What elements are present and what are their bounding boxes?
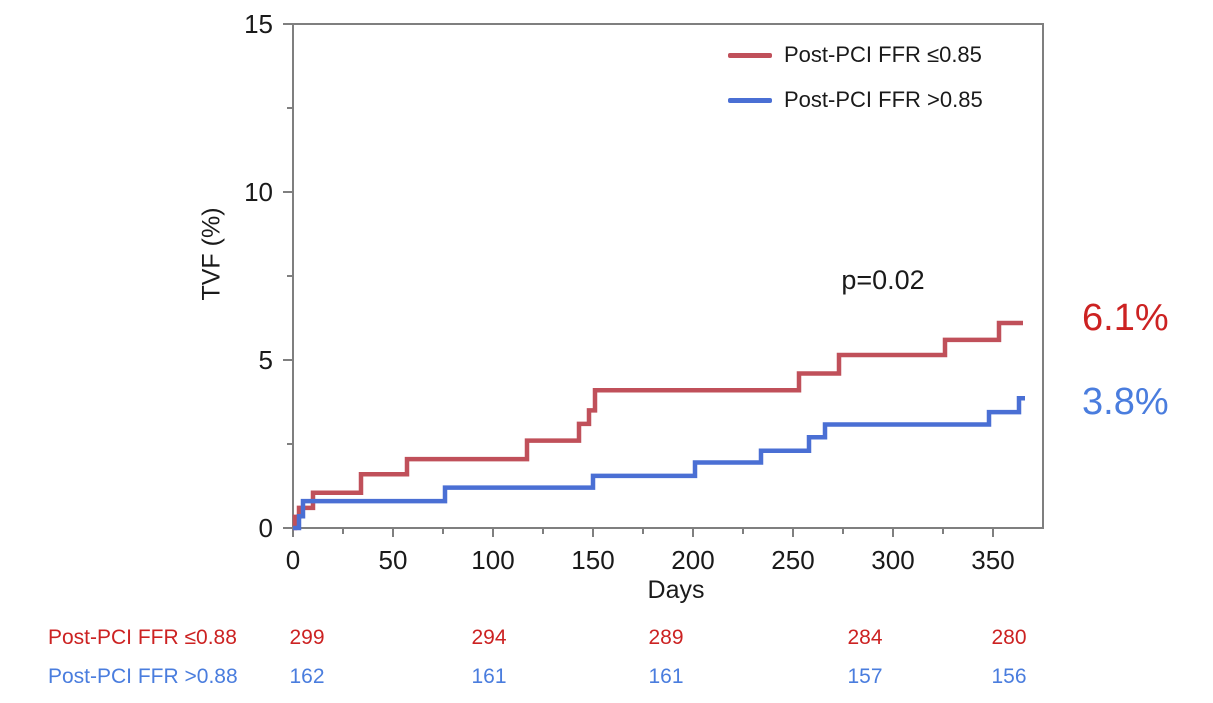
x-tick-label: 50 [379, 545, 408, 575]
risk-count: 289 [648, 626, 684, 649]
risk-count: 156 [991, 665, 1027, 688]
risk-count: 162 [289, 665, 325, 688]
y-tick-label: 0 [259, 513, 273, 543]
curve-ffr-le-085 [292, 320, 1023, 531]
y-tick-label: 10 [244, 177, 273, 207]
curve-ffr-gt-085 [293, 396, 1025, 531]
risk-count: 284 [847, 626, 883, 649]
x-tick-label: 350 [971, 545, 1014, 575]
red-line-swatch [728, 52, 772, 58]
y-axis-title: TVF (%) [197, 207, 226, 301]
p-value-annotation: p=0.02 [841, 265, 925, 295]
risk-row-label-red: Post-PCI FFR ≤0.88 [48, 626, 237, 649]
x-tick-label: 0 [286, 545, 300, 575]
risk-count: 294 [471, 626, 507, 649]
x-tick-label: 250 [771, 545, 814, 575]
x-tick-label: 100 [471, 545, 514, 575]
legend-label-red: Post-PCI FFR ≤0.85 [784, 42, 982, 67]
x-tick-label: 300 [871, 545, 914, 575]
end-label-blue: 3.8% [1082, 381, 1169, 423]
risk-count: 161 [648, 665, 684, 688]
end-label-red: 6.1% [1082, 297, 1169, 339]
x-tick-label: 150 [571, 545, 614, 575]
y-tick-label: 15 [244, 9, 273, 39]
risk-row-label-blue: Post-PCI FFR >0.88 [48, 665, 238, 688]
legend-label-blue: Post-PCI FFR >0.85 [784, 87, 983, 112]
x-tick-label: 200 [671, 545, 714, 575]
y-tick-label: 5 [259, 345, 273, 375]
risk-count: 157 [847, 665, 883, 688]
blue-line-swatch [728, 97, 772, 103]
legend-entry-blue: Post-PCI FFR >0.85 [728, 87, 983, 113]
legend-entry-red: Post-PCI FFR ≤0.85 [728, 42, 982, 68]
risk-count: 280 [991, 626, 1027, 649]
risk-count: 299 [289, 626, 325, 649]
x-axis-title: Days [647, 576, 705, 604]
risk-count: 161 [471, 665, 507, 688]
